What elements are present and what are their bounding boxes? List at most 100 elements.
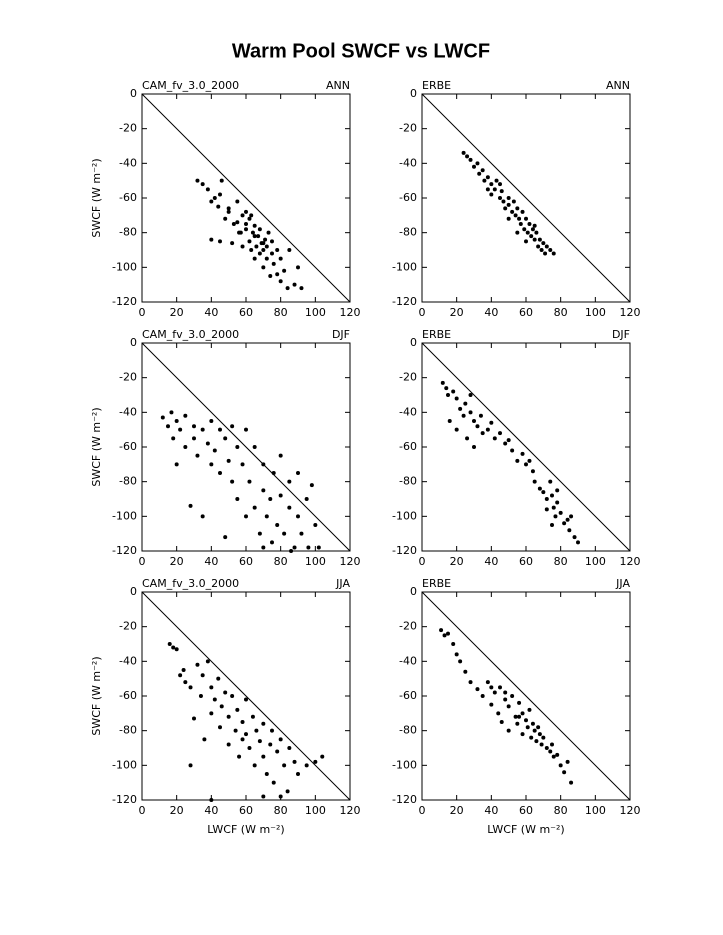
point — [536, 244, 541, 249]
point — [169, 410, 174, 415]
point — [250, 714, 255, 719]
point — [287, 479, 292, 484]
point — [451, 389, 456, 394]
point — [461, 150, 466, 155]
x-axis-label: LWCF (W m⁻²) — [207, 823, 284, 836]
point — [261, 754, 266, 759]
y-tick-label: 0 — [130, 585, 137, 598]
point — [174, 647, 179, 652]
point — [555, 488, 560, 493]
point — [496, 711, 501, 716]
y-tick-label: -100 — [392, 509, 417, 522]
point — [200, 673, 205, 678]
point — [209, 419, 214, 423]
point — [551, 251, 556, 256]
point — [249, 213, 254, 218]
point — [465, 154, 470, 159]
point — [565, 759, 570, 764]
y-tick-label: -60 — [119, 440, 137, 453]
point — [218, 192, 222, 197]
point — [268, 497, 273, 501]
panel-season: DJF — [332, 328, 350, 341]
point — [498, 685, 502, 690]
point — [529, 234, 534, 239]
point — [309, 483, 314, 488]
point — [231, 222, 236, 226]
point — [200, 427, 205, 432]
panel-title: ERBE — [422, 577, 451, 590]
y-tick-label: -40 — [399, 654, 417, 667]
point — [271, 261, 276, 266]
x-tick-label: 80 — [554, 306, 568, 319]
point — [555, 752, 560, 757]
y-tick-label: 0 — [410, 87, 417, 100]
x-tick-label: 0 — [139, 804, 146, 817]
point — [195, 178, 200, 183]
point — [226, 206, 231, 211]
point — [252, 256, 257, 261]
point — [446, 631, 450, 636]
point — [278, 737, 283, 742]
point — [256, 234, 261, 239]
point — [550, 742, 554, 747]
point — [529, 735, 534, 740]
point — [205, 659, 210, 664]
point — [544, 497, 549, 501]
point — [268, 742, 273, 747]
y-tick-label: -120 — [112, 793, 137, 806]
point — [183, 680, 188, 685]
point — [292, 282, 297, 287]
point — [515, 458, 520, 463]
point — [264, 514, 269, 519]
point — [183, 445, 188, 449]
point — [247, 239, 252, 244]
point — [446, 393, 450, 397]
point — [285, 789, 290, 794]
y-tick-label: -20 — [119, 122, 137, 135]
panel-title: ERBE — [422, 79, 451, 92]
point — [230, 479, 235, 484]
point — [257, 739, 262, 744]
point — [296, 265, 300, 270]
point — [472, 164, 476, 169]
point — [468, 157, 473, 162]
x-tick-label: 20 — [450, 306, 464, 319]
point — [544, 244, 549, 249]
point — [287, 505, 292, 510]
y-tick-label: -40 — [399, 156, 417, 169]
point — [240, 213, 245, 218]
x-tick-label: 60 — [519, 306, 533, 319]
y-tick-label: -40 — [119, 405, 137, 418]
point — [209, 798, 214, 802]
point — [275, 523, 280, 527]
point — [240, 462, 245, 467]
reference-line — [421, 591, 631, 801]
point — [216, 204, 221, 209]
x-tick-label: 40 — [204, 804, 218, 817]
point — [200, 182, 205, 187]
point — [482, 178, 487, 183]
point — [261, 462, 266, 467]
point — [489, 182, 494, 187]
point — [510, 694, 515, 698]
reference-line — [421, 342, 631, 552]
point — [522, 227, 527, 232]
point — [477, 171, 482, 176]
point — [569, 514, 574, 519]
point — [188, 763, 193, 768]
panel-season: DJF — [612, 328, 630, 341]
x-tick-label: 80 — [274, 555, 288, 568]
point — [285, 286, 290, 291]
x-tick-label: 60 — [239, 804, 253, 817]
point — [492, 690, 497, 695]
point — [296, 471, 300, 475]
point — [282, 763, 287, 768]
point — [506, 728, 511, 733]
point — [306, 545, 311, 550]
point — [527, 458, 532, 463]
point — [501, 199, 506, 204]
point — [313, 523, 318, 527]
point — [188, 503, 193, 508]
point — [480, 694, 485, 698]
point — [475, 424, 480, 429]
